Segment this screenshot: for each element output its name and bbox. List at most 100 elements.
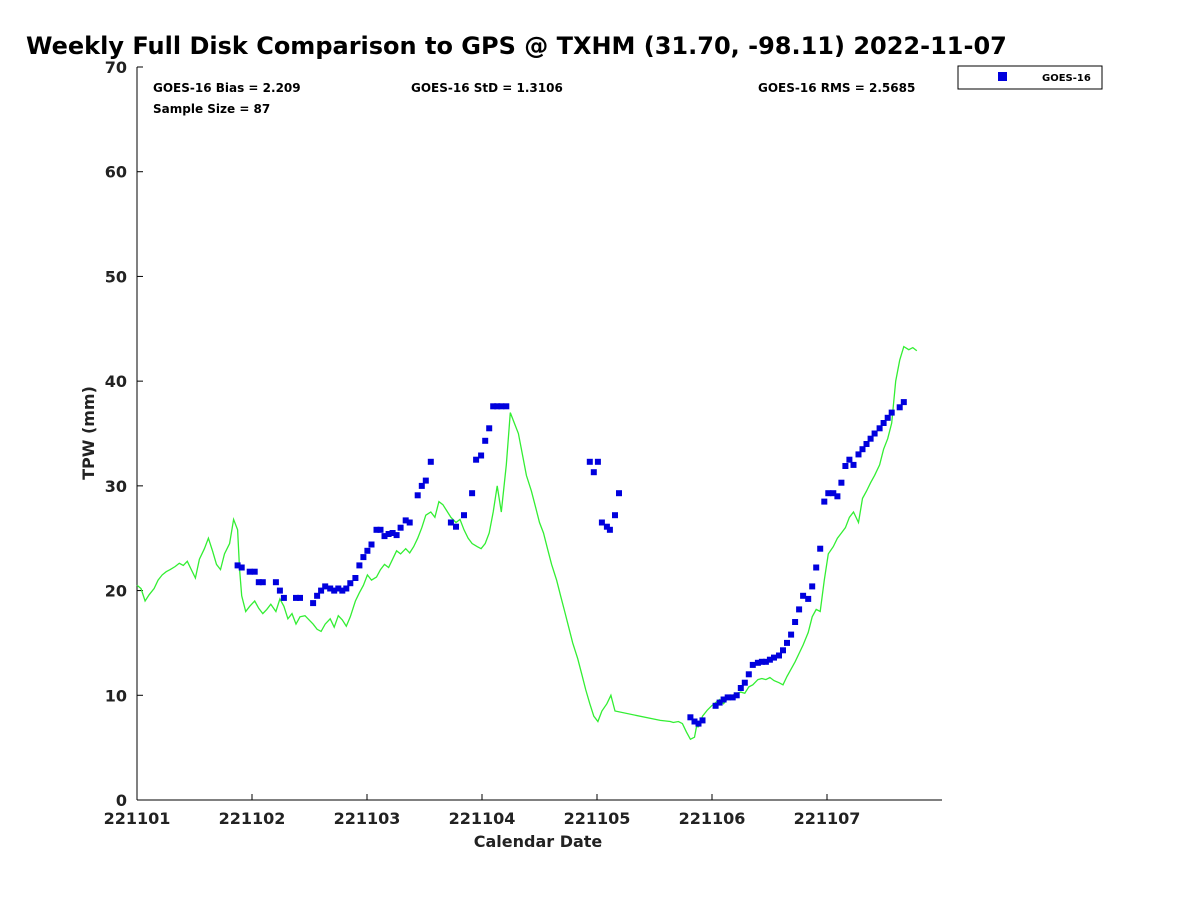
goes-16-point — [695, 720, 702, 727]
y-axis-label: TPW (mm) — [79, 386, 98, 480]
goes-16-point — [453, 523, 459, 530]
goes-16-point — [447, 519, 454, 526]
x-tick-label: 221101 — [104, 809, 171, 828]
goes-16-point — [855, 451, 862, 458]
goes-16-point — [385, 531, 392, 537]
chart-title: Weekly Full Disk Comparison to GPS @ TXH… — [26, 32, 1007, 60]
goes-16-point — [720, 696, 727, 703]
x-axis: 221101 221102 221103 221104 221105 221106 2211… — [104, 794, 861, 828]
goes-16-point — [343, 585, 350, 592]
goes-16-point — [888, 409, 895, 416]
goes-16-point — [381, 533, 388, 540]
x-tick-label: 221105 — [564, 809, 631, 828]
goes-16-point — [859, 446, 866, 453]
goes-16-point — [377, 526, 384, 533]
goes-16-point — [616, 490, 622, 497]
goes-16-point — [364, 547, 371, 554]
goes-16-point — [699, 717, 706, 724]
x-tick-label: 221107 — [794, 809, 861, 828]
x-tick-label: 221104 — [449, 809, 516, 828]
goes-16-point — [796, 606, 803, 613]
goes-16-point — [255, 579, 262, 586]
goes-16-series — [234, 399, 907, 727]
goes-16-point — [590, 469, 597, 476]
goes-16-point — [414, 492, 421, 499]
goes-16-point — [498, 403, 505, 410]
goes-16-point — [741, 679, 748, 686]
goes-16-point — [771, 654, 777, 661]
goes-16-point — [871, 430, 878, 437]
goes-16-point — [461, 512, 467, 519]
sample-size-stat: Sample Size = 87 — [153, 102, 270, 116]
goes-16-point — [788, 631, 795, 638]
goes-16-point — [805, 595, 812, 602]
goes-16-point — [469, 490, 476, 497]
goes-16-point — [598, 519, 605, 526]
goes-16-point — [766, 656, 773, 663]
goes-16-point — [754, 659, 761, 666]
goes-16-point — [586, 458, 593, 465]
goes-16-point — [603, 523, 610, 530]
goes-16-point — [867, 435, 874, 442]
legend-box — [957, 65, 1103, 90]
plot-area — [136, 67, 942, 801]
x-tick-label: 221106 — [679, 809, 746, 828]
goes-16-point — [393, 532, 400, 539]
goes-16-point — [335, 585, 342, 592]
goes-16-point — [784, 639, 790, 646]
goes-16-point — [749, 661, 756, 668]
goes-16-point — [780, 647, 786, 654]
goes-16-point — [606, 526, 613, 533]
goes-16-point — [729, 694, 736, 701]
goes-16-point — [331, 587, 338, 594]
goes-16-point — [813, 564, 820, 571]
goes-16-point — [259, 579, 266, 586]
y-tick-label: 10 — [105, 686, 127, 705]
legend-label: GOES-16 — [1042, 73, 1091, 84]
y-axis: 0 10 20 30 40 50 60 70 — [105, 58, 143, 810]
goes-16-point — [339, 587, 346, 594]
y-tick-label: 60 — [105, 163, 127, 182]
goes-16-point — [310, 600, 317, 607]
goes-16-point — [406, 519, 413, 526]
legend: GOES-16 — [957, 65, 1103, 90]
goes-16-point — [792, 619, 799, 625]
goes-16-point — [737, 685, 744, 691]
goes-16-point — [327, 585, 334, 592]
goes-16-point — [356, 562, 363, 569]
goes-16-point — [691, 718, 698, 725]
goes-16-point — [745, 671, 752, 678]
goes-16-point — [373, 526, 380, 533]
goes-16-point — [594, 458, 601, 465]
goes-16-point — [834, 493, 841, 500]
y-tick-label: 20 — [105, 582, 127, 601]
y-tick-label: 30 — [105, 477, 127, 496]
goes-16-point — [318, 587, 325, 594]
goes-16-point — [612, 512, 618, 519]
goes-16-point — [234, 562, 241, 569]
bias-stat: GOES-16 Bias = 2.209 — [153, 81, 301, 95]
goes-16-point — [863, 441, 870, 447]
goes-16-point — [293, 594, 299, 601]
goes-16-point — [422, 477, 429, 484]
goes-16-point — [427, 458, 434, 465]
goes-16-point — [503, 403, 510, 410]
goes-16-point — [817, 545, 824, 552]
goes-16-point — [762, 658, 769, 665]
goes-16-point — [825, 490, 832, 497]
goes-16-point — [478, 452, 485, 459]
legend-marker — [998, 72, 1007, 81]
goes-16-point — [473, 456, 480, 463]
y-tick-label: 70 — [105, 58, 127, 77]
goes-16-point — [368, 541, 375, 548]
goes-16-point — [800, 592, 807, 599]
x-tick-label: 221102 — [219, 809, 286, 828]
y-tick-label: 0 — [116, 791, 127, 810]
goes-16-point — [402, 517, 409, 524]
goes-16-point — [246, 568, 253, 575]
goes-16-point — [724, 694, 731, 701]
goes-16-point — [830, 490, 837, 497]
rms-stat: GOES-16 RMS = 2.5685 — [758, 81, 915, 95]
goes-16-point — [838, 479, 845, 486]
